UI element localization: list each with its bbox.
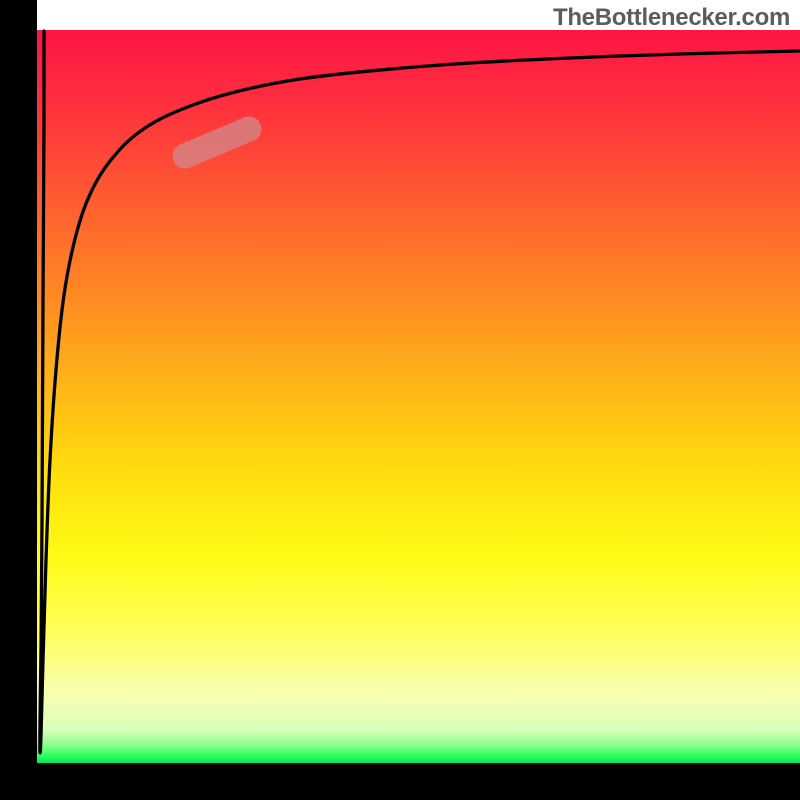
bottleneck-curve-chart: [0, 0, 800, 800]
watermark-text: TheBottlenecker.com: [553, 4, 790, 32]
gradient-background: [37, 30, 800, 763]
x-axis: [0, 763, 800, 800]
y-axis: [0, 0, 37, 800]
chart-container: TheBottlenecker.com: [0, 0, 800, 800]
